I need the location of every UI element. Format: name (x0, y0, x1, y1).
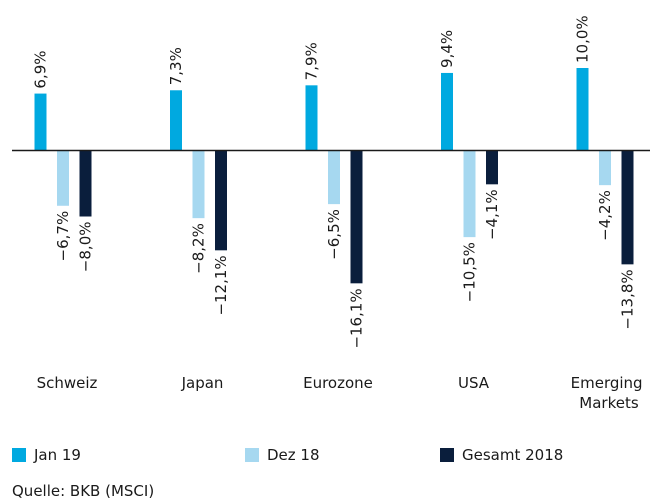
value-label: 7,9% (303, 42, 321, 80)
value-label: −8,0% (77, 222, 95, 273)
legend-swatch (12, 448, 26, 462)
bar (576, 68, 589, 151)
value-label: −16,1% (348, 288, 366, 348)
legend-label: Jan 19 (33, 446, 81, 464)
bar (34, 93, 47, 151)
x-tick-label: USA (458, 374, 490, 392)
value-label: −4,1% (483, 189, 501, 240)
value-label: −4,2% (596, 190, 614, 241)
value-label: 10,0% (574, 15, 592, 63)
x-tick-label: Japan (181, 374, 224, 392)
value-label: −6,5% (325, 209, 343, 260)
source: Quelle: BKB (MSCI) (12, 482, 154, 500)
bar (599, 150, 611, 186)
bar (192, 150, 205, 219)
x-tick-label: Schweiz (37, 374, 98, 392)
bar (328, 150, 340, 205)
value-label: −8,2% (190, 223, 208, 274)
bar (79, 150, 92, 217)
legend-swatch (440, 448, 454, 462)
x-tick-label: Eurozone (303, 374, 373, 392)
bar (305, 85, 318, 151)
value-label: 6,9% (32, 50, 50, 88)
value-label: 9,4% (438, 30, 456, 68)
value-label: 7,3% (167, 47, 185, 85)
value-label: −10,5% (461, 242, 479, 302)
value-label: −13,8% (619, 269, 637, 329)
bar (350, 150, 363, 284)
bar (215, 150, 227, 251)
bar (621, 150, 634, 265)
value-label: −6,7% (54, 211, 72, 262)
legend-label: Dez 18 (267, 446, 320, 464)
bar (441, 72, 453, 151)
legend-label: Gesamt 2018 (462, 446, 563, 464)
bar (463, 150, 476, 238)
legend-swatch (245, 448, 259, 462)
bar (57, 150, 69, 206)
value-label: −12,1% (212, 255, 230, 315)
bar (486, 150, 498, 185)
bar (170, 90, 182, 151)
x-tick-label: Emerging Markets (571, 374, 648, 412)
